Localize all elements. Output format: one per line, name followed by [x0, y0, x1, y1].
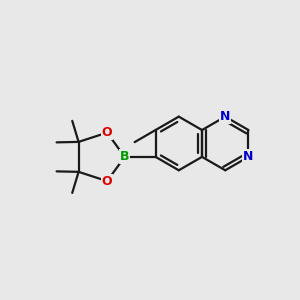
Text: O: O	[102, 175, 112, 188]
Text: N: N	[220, 110, 230, 123]
Text: O: O	[102, 126, 112, 139]
Text: B: B	[120, 150, 129, 164]
Text: N: N	[243, 150, 254, 164]
